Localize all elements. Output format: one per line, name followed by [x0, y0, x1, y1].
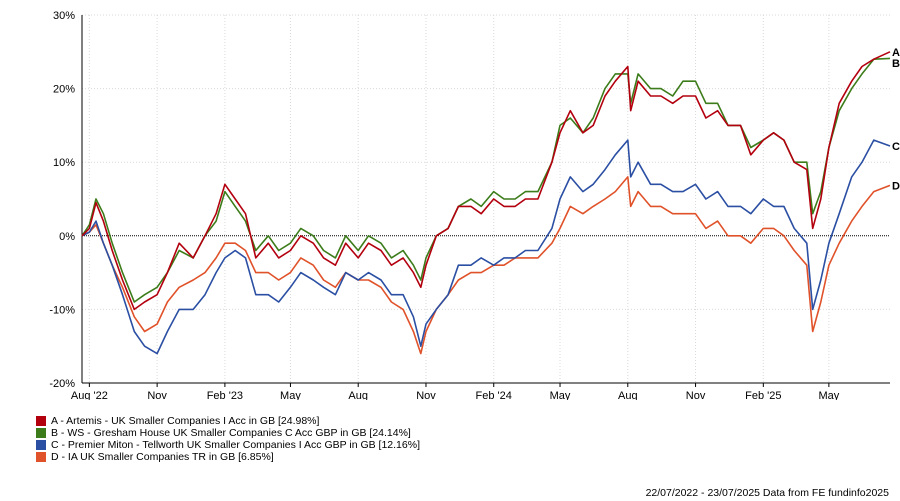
end-label-d: D: [892, 180, 900, 192]
grid: [82, 14, 890, 384]
x-tick-label: Nov: [416, 390, 436, 400]
legend-item-d: D - IA UK Smaller Companies TR in GB [6.…: [36, 451, 420, 463]
x-tick-label: Aug '22: [71, 390, 108, 400]
series-line-b: [81, 57, 891, 303]
series-line-d: [81, 176, 891, 355]
y-tick-label: 20%: [53, 84, 75, 96]
end-label-a: A: [892, 47, 900, 59]
y-tick-label: -10%: [49, 304, 75, 316]
legend-label-d: D - IA UK Smaller Companies TR in GB [6.…: [51, 451, 274, 463]
x-tick-label: May: [280, 390, 301, 400]
x-tick-label: May: [818, 390, 839, 400]
end-label-c: C: [892, 141, 900, 153]
series-end-labels: AB C D: [892, 47, 900, 193]
axes: -20% -10% 0% 10% 20% 30% Aug '22 Nov Feb '23 May A…: [49, 10, 890, 400]
line-chart: -20% -10% 0% 10% 20% 30% Aug '22 Nov Feb '23 May A…: [49, 10, 900, 400]
x-tick-label: Nov: [147, 390, 167, 400]
y-tick-label: 30%: [53, 10, 75, 22]
legend-label-b: B - WS - Gresham House UK Smaller Compan…: [51, 427, 411, 439]
legend-swatch-c: [36, 440, 46, 450]
legend-item-b: B - WS - Gresham House UK Smaller Compan…: [36, 427, 420, 439]
legend-item-a: A - Artemis - UK Smaller Companies I Acc…: [36, 415, 420, 427]
x-tick-label: Feb '25: [745, 390, 781, 400]
legend-swatch-b: [36, 428, 46, 438]
legend-label-a: A - Artemis - UK Smaller Companies I Acc…: [51, 415, 320, 427]
legend-swatch-d: [36, 452, 46, 462]
legend-swatch-a: [36, 416, 46, 426]
x-tick-label: Nov: [686, 390, 706, 400]
x-tick-label: Feb '23: [207, 390, 243, 400]
legend: A - Artemis - UK Smaller Companies I Acc…: [36, 415, 420, 463]
end-label-b: B: [892, 58, 900, 70]
x-tick-label: Aug: [348, 390, 368, 400]
y-tick-label: 0%: [59, 231, 75, 243]
x-tick-label: Feb '24: [476, 390, 512, 400]
legend-item-c: C - Premier Miton - Tellworth UK Smaller…: [36, 439, 420, 451]
x-tick-label: Aug: [618, 390, 638, 400]
series-layer: [81, 51, 891, 355]
data-source-footer: 22/07/2022 - 23/07/2025 Data from FE fun…: [645, 487, 889, 499]
y-tick-label: 10%: [53, 157, 75, 169]
series-line-a: [81, 51, 891, 311]
x-tick-label: May: [550, 390, 571, 400]
y-tick-label: -20%: [49, 378, 75, 390]
series-line-c: [81, 139, 891, 355]
legend-label-c: C - Premier Miton - Tellworth UK Smaller…: [51, 439, 420, 451]
